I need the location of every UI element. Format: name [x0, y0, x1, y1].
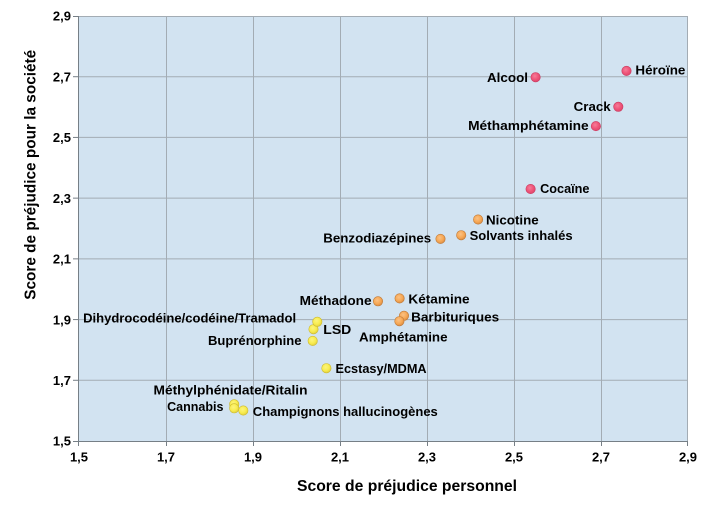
- svg-text:Ecstasy/MDMA: Ecstasy/MDMA: [336, 361, 428, 376]
- svg-text:1,9: 1,9: [244, 450, 262, 465]
- svg-text:Méthadone: Méthadone: [300, 293, 372, 308]
- svg-text:1,5: 1,5: [70, 450, 88, 465]
- svg-text:2,7: 2,7: [53, 69, 71, 84]
- svg-text:Score de préjudice personnel: Score de préjudice personnel: [297, 478, 517, 495]
- svg-text:Cannabis: Cannabis: [167, 399, 223, 414]
- svg-text:2,9: 2,9: [53, 9, 71, 24]
- svg-text:2,9: 2,9: [679, 450, 697, 465]
- svg-text:1,9: 1,9: [53, 312, 71, 327]
- svg-text:Alcool: Alcool: [487, 70, 528, 85]
- svg-text:2,1: 2,1: [331, 450, 349, 465]
- svg-text:1,7: 1,7: [157, 450, 175, 465]
- svg-text:Dihydrocodéine/codéine/Tramado: Dihydrocodéine/codéine/Tramadol: [83, 311, 296, 326]
- svg-text:Champignons hallucinogènes: Champignons hallucinogènes: [253, 404, 438, 419]
- svg-text:2,3: 2,3: [53, 191, 71, 206]
- svg-text:Cocaïne: Cocaïne: [540, 181, 589, 196]
- svg-text:1,7: 1,7: [53, 373, 71, 388]
- svg-text:Buprénorphine: Buprénorphine: [208, 333, 302, 348]
- svg-text:1,5: 1,5: [53, 434, 71, 449]
- svg-text:Nicotine: Nicotine: [486, 213, 539, 228]
- svg-text:Crack: Crack: [574, 99, 612, 114]
- svg-text:Kétamine: Kétamine: [408, 291, 469, 306]
- svg-text:Amphétamine: Amphétamine: [359, 330, 448, 345]
- svg-text:Score de préjudice pour la soc: Score de préjudice pour la société: [22, 50, 39, 300]
- svg-text:2,3: 2,3: [418, 450, 436, 465]
- svg-text:Benzodiazépines: Benzodiazépines: [323, 231, 431, 246]
- svg-text:2,5: 2,5: [505, 450, 523, 465]
- svg-text:2,5: 2,5: [53, 130, 71, 145]
- svg-text:2,7: 2,7: [592, 450, 610, 465]
- svg-text:Barbituriques: Barbituriques: [411, 309, 499, 324]
- svg-text:Solvants inhalés: Solvants inhalés: [470, 228, 573, 243]
- svg-text:2,1: 2,1: [53, 252, 71, 267]
- svg-text:Méthamphétamine: Méthamphétamine: [468, 118, 589, 133]
- svg-text:Méthylphénidate/Ritalin: Méthylphénidate/Ritalin: [154, 383, 308, 398]
- svg-text:Héroïne: Héroïne: [635, 62, 685, 77]
- svg-text:LSD: LSD: [323, 322, 351, 337]
